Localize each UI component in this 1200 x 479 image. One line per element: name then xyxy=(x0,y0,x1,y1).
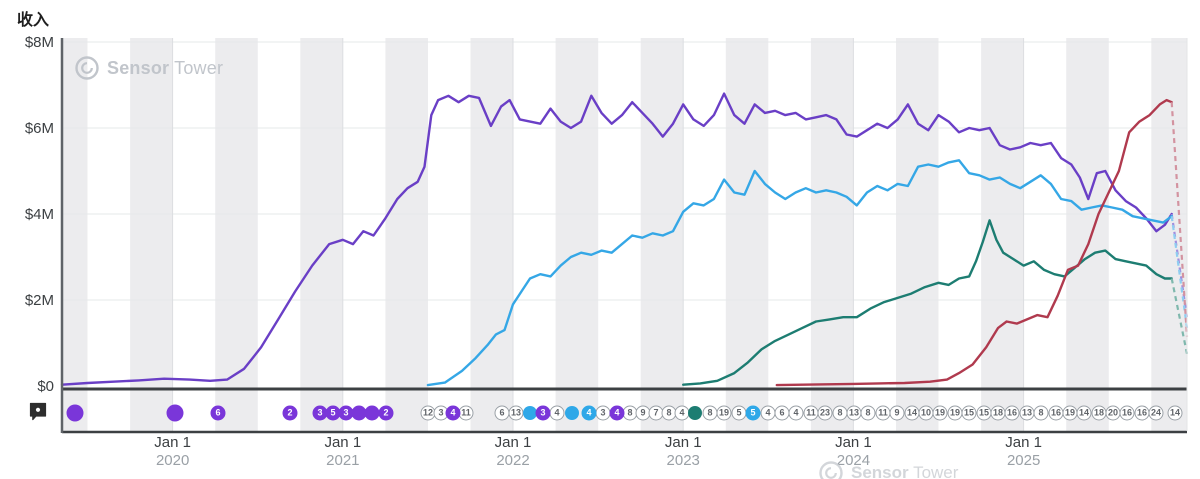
annotation-marker[interactable] xyxy=(351,405,367,421)
y-axis-label: $2M xyxy=(24,292,54,309)
x-axis-label: Jan 1 2023 xyxy=(664,434,702,469)
quarter-stripe xyxy=(896,38,939,431)
x-axis-label: Jan 1 2025 xyxy=(1005,434,1042,469)
annotation-marker[interactable]: 10 xyxy=(918,405,934,421)
annotation-marker[interactable]: 16 xyxy=(1048,405,1064,421)
quarter-stripe xyxy=(981,38,1024,431)
annotation-marker[interactable]: 13 xyxy=(1019,405,1035,421)
revenue-line-app-3-teal-forecast-dash xyxy=(1170,278,1189,355)
annotation-marker[interactable]: 16 xyxy=(1134,405,1150,421)
x-axis-label: Jan 1 2020 xyxy=(154,434,191,469)
annotation-marker[interactable]: 2 xyxy=(282,405,298,421)
annotation-marker[interactable] xyxy=(523,406,537,420)
annotation-marker[interactable]: 9 xyxy=(889,405,905,421)
annotation-marker[interactable]: 11 xyxy=(458,405,474,421)
annotation-marker[interactable]: 4 xyxy=(445,405,461,421)
annotation-marker[interactable]: 20 xyxy=(1105,405,1121,421)
y-axis-label: $8M xyxy=(24,34,54,51)
annotation-marker[interactable]: 13 xyxy=(846,405,862,421)
quarter-stripe xyxy=(130,38,173,431)
annotation-marker[interactable]: 5 xyxy=(731,405,747,421)
annotation-marker[interactable]: 8 xyxy=(702,405,718,421)
y-axis-label: $6M xyxy=(24,120,54,137)
quarter-stripe xyxy=(1066,38,1109,431)
annotation-marker[interactable]: 6 xyxy=(210,405,226,421)
annotation-marker[interactable]: 16 xyxy=(1004,405,1020,421)
annotation-marker[interactable]: 19 xyxy=(947,405,963,421)
y-axis-label: $4M xyxy=(24,206,54,223)
annotation-marker[interactable] xyxy=(565,406,579,420)
quarter-stripe xyxy=(725,38,769,431)
quarter-stripe xyxy=(215,38,258,431)
revenue-line-app-4-red-forecast-dash xyxy=(1170,102,1189,337)
annotation-marker[interactable] xyxy=(688,406,702,420)
annotation-marker[interactable]: 14 xyxy=(1167,405,1183,421)
annotation-marker[interactable]: 2 xyxy=(378,405,394,421)
annotation-marker[interactable]: 4 xyxy=(609,405,625,421)
revenue-line-app-4-red[interactable] xyxy=(775,98,1173,387)
quarter-stripe xyxy=(385,38,428,431)
annotation-marker[interactable]: 3 xyxy=(535,405,551,421)
annotation-marker[interactable]: 8 xyxy=(1033,405,1049,421)
annotation-marker[interactable]: 18 xyxy=(1091,405,1107,421)
revenue-line-app-3-teal[interactable] xyxy=(682,219,1173,386)
x-axis-label: Jan 1 2024 xyxy=(835,434,872,469)
annotation-marker[interactable] xyxy=(364,405,380,421)
revenue-line-app-2-blue[interactable] xyxy=(426,159,1173,387)
annotation-marker[interactable]: 15 xyxy=(961,405,977,421)
annotation-marker[interactable]: 19 xyxy=(1062,405,1078,421)
annotation-marker[interactable]: 6 xyxy=(494,405,510,421)
annotation-marker[interactable]: 11 xyxy=(875,405,891,421)
annotation-marker[interactable] xyxy=(66,404,84,422)
annotation-marker[interactable]: 11 xyxy=(803,405,819,421)
annotation-marker[interactable]: 6 xyxy=(774,405,790,421)
annotation-marker[interactable]: 19 xyxy=(716,405,732,421)
annotation-marker[interactable]: 13 xyxy=(508,405,524,421)
y-axis-label: $0 xyxy=(37,378,54,395)
x-axis-label: Jan 1 2021 xyxy=(324,434,362,469)
annotation-marker[interactable]: 4 xyxy=(760,405,776,421)
annotation-marker[interactable]: 3 xyxy=(595,405,611,421)
annotation-marker[interactable]: 15 xyxy=(976,405,992,421)
annotation-marker[interactable]: 18 xyxy=(990,405,1006,421)
annotation-marker[interactable]: 14 xyxy=(904,405,920,421)
annotation-comment-icon[interactable] xyxy=(28,401,48,421)
annotation-marker-row: 6 2 3 5 3 2 12 3 4 11 6 13 3 4 4 3 4 8 9 7 8 4 8 19 5 5 4 6 4 11 23 8 13… xyxy=(0,394,1200,432)
annotation-marker[interactable]: 4 xyxy=(788,405,804,421)
annotation-marker[interactable]: 5 xyxy=(745,405,761,421)
y-axis: $8M $6M $4M $2M $0 xyxy=(0,0,58,479)
quarter-stripe xyxy=(810,38,854,431)
annotation-marker[interactable]: 16 xyxy=(1119,405,1135,421)
revenue-line-app-1-purple[interactable] xyxy=(60,92,1173,386)
quarter-stripe xyxy=(62,38,88,431)
annotation-marker[interactable]: 3 xyxy=(433,405,449,421)
page-title: 收入 xyxy=(17,12,50,29)
annotation-marker[interactable]: 24 xyxy=(1148,405,1164,421)
annotation-marker[interactable]: 8 xyxy=(832,405,848,421)
quarter-stripe xyxy=(555,38,599,431)
annotation-marker[interactable]: 8 xyxy=(860,405,876,421)
annotation-marker[interactable] xyxy=(166,404,184,422)
annotation-marker[interactable]: 23 xyxy=(817,405,833,421)
annotation-marker[interactable]: 19 xyxy=(932,405,948,421)
annotation-marker[interactable]: 4 xyxy=(549,405,565,421)
quarter-stripe xyxy=(300,38,343,431)
annotation-marker[interactable]: 4 xyxy=(581,405,597,421)
x-axis: Jan 1 2020 Jan 1 2021 Jan 1 2022 Jan 1 2023 Jan … xyxy=(0,434,1200,474)
annotation-marker[interactable]: 14 xyxy=(1076,405,1092,421)
x-axis-label: Jan 1 2022 xyxy=(494,434,532,469)
quarter-stripe xyxy=(1151,38,1187,431)
